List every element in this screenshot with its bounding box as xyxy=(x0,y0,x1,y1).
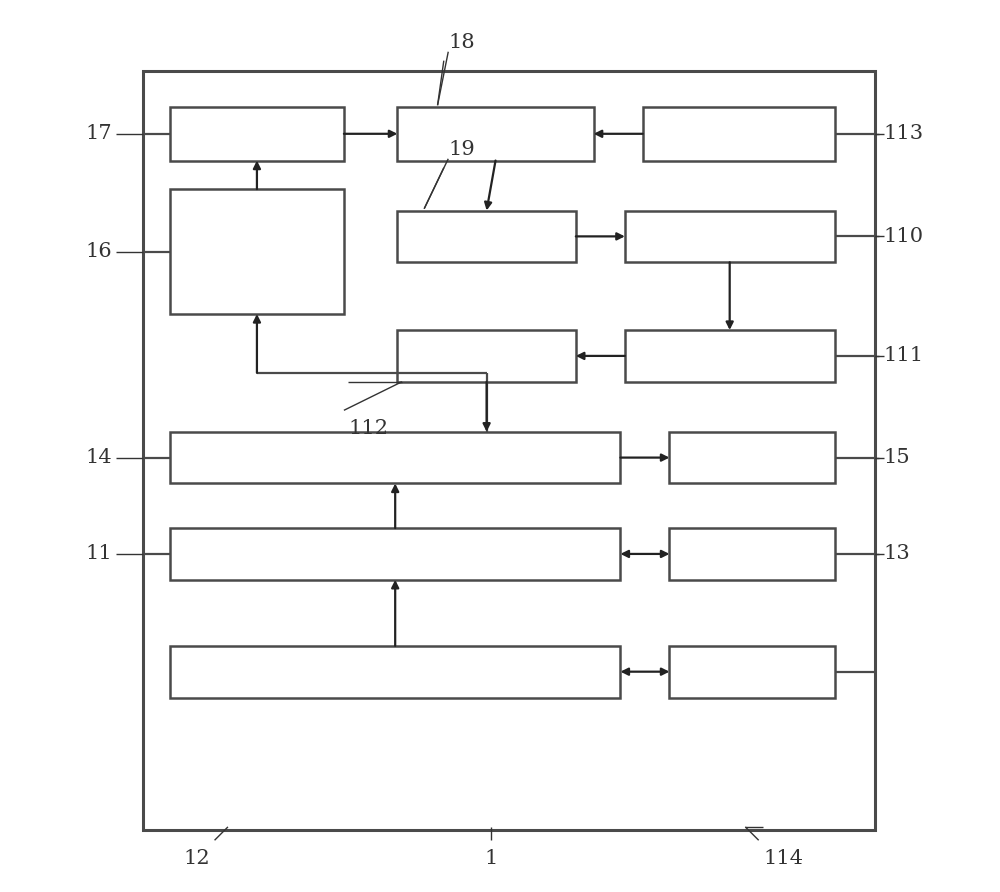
Bar xyxy=(397,107,594,161)
Text: 18: 18 xyxy=(448,33,475,52)
Text: 17: 17 xyxy=(85,124,112,144)
Bar xyxy=(669,646,834,698)
Text: 14: 14 xyxy=(85,448,112,467)
Text: 110: 110 xyxy=(884,227,924,246)
Bar xyxy=(170,189,344,314)
Text: 113: 113 xyxy=(884,124,924,144)
Text: 12: 12 xyxy=(183,849,210,868)
Text: 16: 16 xyxy=(85,242,112,261)
Text: 15: 15 xyxy=(884,448,910,467)
Bar xyxy=(397,330,576,382)
Bar xyxy=(170,432,620,483)
Bar xyxy=(170,107,344,161)
Bar xyxy=(625,211,834,262)
Bar xyxy=(643,107,834,161)
Bar xyxy=(625,330,834,382)
Text: 111: 111 xyxy=(884,346,924,366)
Text: 13: 13 xyxy=(884,544,910,564)
Text: 1: 1 xyxy=(484,849,498,868)
Text: 11: 11 xyxy=(85,544,112,564)
Text: 112: 112 xyxy=(348,419,388,438)
Bar xyxy=(669,528,834,580)
Bar xyxy=(170,646,620,698)
Text: 19: 19 xyxy=(448,140,475,159)
Bar xyxy=(170,528,620,580)
Bar xyxy=(143,71,875,830)
Bar xyxy=(669,432,834,483)
Bar xyxy=(397,211,576,262)
Text: 114: 114 xyxy=(763,849,803,868)
